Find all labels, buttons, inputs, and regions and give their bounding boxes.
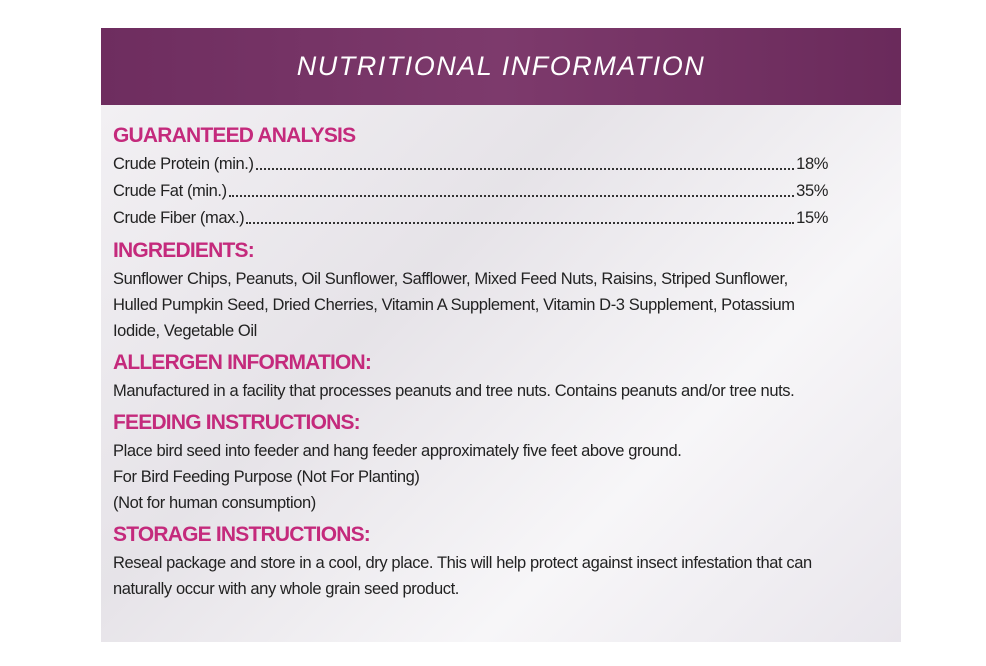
header-band: NUTRITIONAL INFORMATION: [101, 28, 901, 105]
analysis-row: Crude Fiber (max.) 15%: [113, 205, 828, 232]
analysis-value: 18%: [796, 155, 828, 173]
analysis-label: Crude Fat (min.): [113, 182, 227, 200]
section-heading: INGREDIENTS:: [113, 239, 255, 262]
leader-dots: [228, 178, 795, 197]
text-line: Iodide, Vegetable Oil: [113, 322, 257, 340]
section-heading: FEEDING INSTRUCTIONS:: [113, 411, 361, 434]
text-line: Manufactured in a facility that processe…: [113, 382, 795, 400]
content: GUARANTEED ANALYSIS Crude Protein (min.) 1…: [101, 105, 901, 602]
section-heading: ALLERGEN INFORMATION:: [113, 351, 372, 374]
analysis-row: Crude Fat (min.) 35%: [113, 178, 828, 205]
text-line: For Bird Feeding Purpose (Not For Planti…: [113, 468, 420, 486]
leader-dots: [255, 151, 795, 170]
analysis-label: Crude Protein (min.): [113, 155, 254, 173]
label-panel: NUTRITIONAL INFORMATION GUARANTEED ANALY…: [101, 28, 901, 642]
header-title: NUTRITIONAL INFORMATION: [296, 51, 706, 81]
text-line: Reseal package and store in a cool, dry …: [113, 554, 812, 572]
analysis-value: 15%: [796, 209, 828, 227]
text-line: Hulled Pumpkin Seed, Dried Cherries, Vit…: [113, 296, 795, 314]
text-line: (Not for human consumption): [113, 494, 316, 512]
leader-dots: [246, 205, 795, 224]
analysis-value: 35%: [796, 182, 828, 200]
text-line: naturally occur with any whole grain see…: [113, 580, 459, 598]
section-heading: STORAGE INSTRUCTIONS:: [113, 523, 371, 546]
section-heading: GUARANTEED ANALYSIS: [113, 124, 356, 147]
analysis-label: Crude Fiber (max.): [113, 209, 245, 227]
text-line: Place bird seed into feeder and hang fee…: [113, 442, 682, 460]
text-line: Sunflower Chips, Peanuts, Oil Sunflower,…: [113, 270, 788, 288]
analysis-row: Crude Protein (min.) 18%: [113, 151, 828, 178]
